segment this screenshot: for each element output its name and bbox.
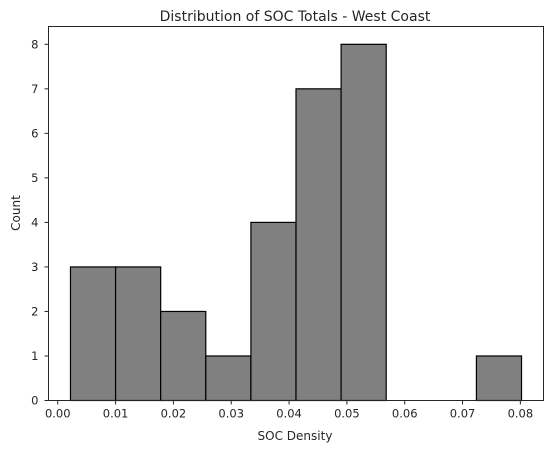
y-axis-ticks: 0 1 2 3 4 5 6 7 8 bbox=[31, 37, 48, 407]
y-tick-label: 6 bbox=[31, 126, 38, 140]
histogram-bar bbox=[116, 267, 161, 401]
chart-title: Distribution of SOC Totals - West Coast bbox=[160, 9, 431, 25]
x-tick-label: 0.08 bbox=[508, 407, 534, 421]
x-tick-label: 0.03 bbox=[218, 407, 244, 421]
x-tick-label: 0.01 bbox=[103, 407, 129, 421]
y-tick-label: 5 bbox=[31, 171, 38, 185]
histogram-bar bbox=[70, 267, 115, 401]
histogram-bar bbox=[296, 89, 341, 401]
x-tick-label: 0.04 bbox=[276, 407, 302, 421]
x-tick-label: 0.05 bbox=[334, 407, 360, 421]
x-tick-label: 0.02 bbox=[161, 407, 187, 421]
histogram-bar bbox=[341, 44, 386, 400]
histogram-bar bbox=[476, 356, 521, 401]
x-tick-label: 0.07 bbox=[450, 407, 476, 421]
histogram-bar bbox=[161, 311, 206, 400]
x-axis-ticks: 0.00 0.01 0.02 0.03 0.04 0.05 0.06 0.07 0.08 bbox=[45, 401, 533, 421]
x-tick-label: 0.00 bbox=[45, 407, 71, 421]
histogram-bar bbox=[251, 222, 296, 400]
y-tick-label: 0 bbox=[31, 394, 38, 408]
x-tick-label: 0.06 bbox=[392, 407, 418, 421]
y-tick-label: 3 bbox=[31, 260, 38, 274]
y-axis-label: Count bbox=[9, 195, 23, 231]
y-tick-label: 4 bbox=[31, 215, 38, 229]
y-tick-label: 1 bbox=[31, 349, 38, 363]
bars-group bbox=[70, 44, 521, 400]
y-tick-label: 8 bbox=[31, 37, 38, 51]
x-axis-label: SOC Density bbox=[258, 429, 333, 443]
histogram-bar bbox=[206, 356, 251, 401]
y-tick-label: 2 bbox=[31, 304, 38, 318]
y-tick-label: 7 bbox=[31, 82, 38, 96]
